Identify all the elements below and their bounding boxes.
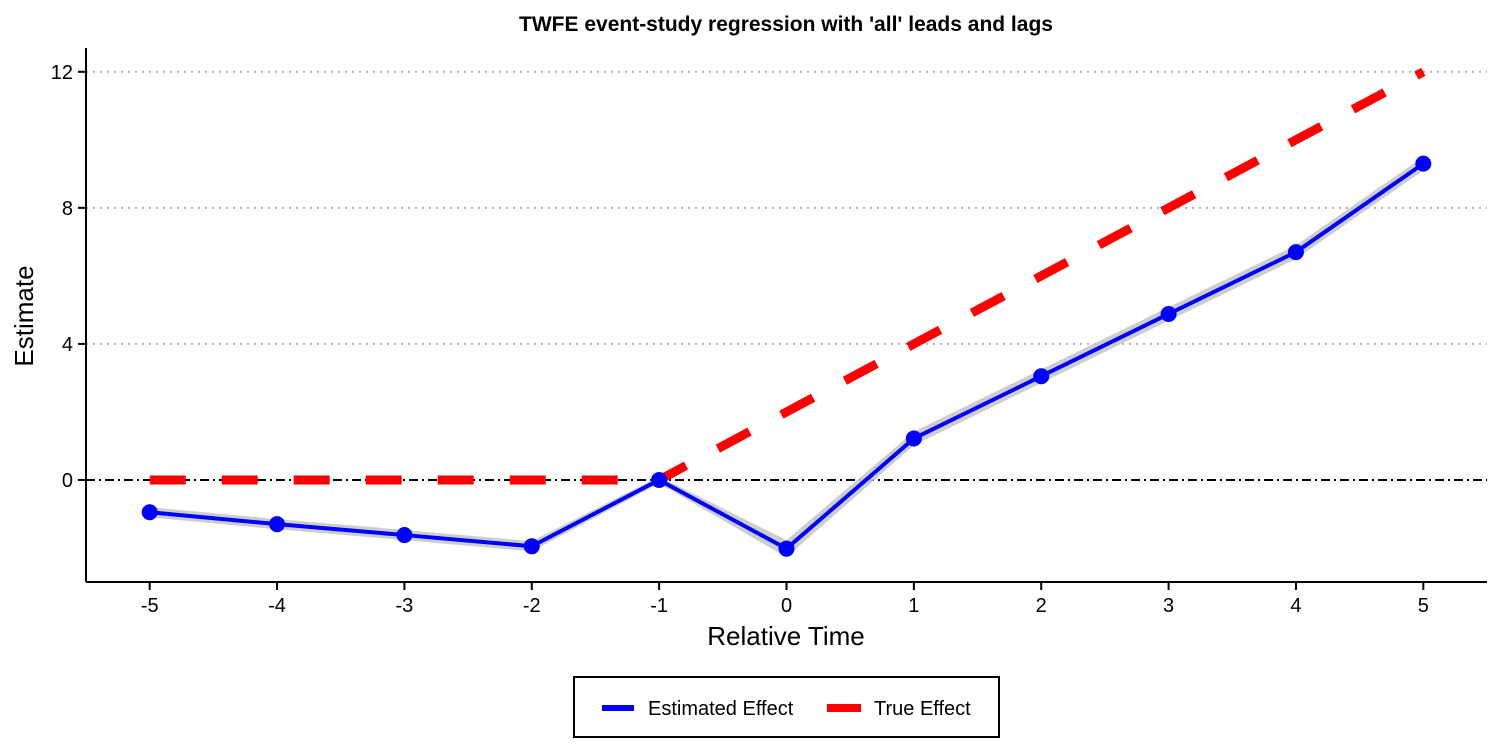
estimated-effect-point <box>1033 368 1050 385</box>
x-tick-label: 1 <box>908 595 919 617</box>
estimated-effect-point <box>1415 155 1432 172</box>
x-tick-label: -3 <box>396 595 414 617</box>
estimated-effect-line <box>149 162 1425 551</box>
estimated-effect-point <box>905 430 922 447</box>
estimated-effect-point <box>651 471 668 488</box>
estimated-effect-point <box>778 540 795 557</box>
chart-title: TWFE event-study regression with 'all' l… <box>519 13 1053 36</box>
x-tick-label: 4 <box>1290 595 1301 617</box>
y-tick-label: 12 <box>51 62 73 84</box>
y-tick-label: 4 <box>62 334 73 356</box>
x-tick-label: 3 <box>1163 595 1174 617</box>
x-tick-label: -4 <box>268 595 286 617</box>
true-effect-line <box>149 67 1426 485</box>
x-tick-label: -5 <box>141 595 159 617</box>
y-tick-label: 0 <box>62 470 73 492</box>
confidence-band <box>149 156 1424 558</box>
x-axis-title: Relative Time <box>707 621 865 651</box>
x-tick-label: -2 <box>523 595 541 617</box>
x-tick-label: 5 <box>1418 595 1429 617</box>
y-tick-label: 8 <box>62 198 73 220</box>
estimated-effect-point <box>1160 305 1177 322</box>
legend-label-true-effect: True Effect <box>874 698 971 720</box>
estimated-effect-point <box>141 504 158 521</box>
x-ticks: -5 -4 -3 -2 -1 0 1 2 3 4 5 <box>141 582 1429 617</box>
x-tick-label: 0 <box>781 595 792 617</box>
legend-box <box>573 676 1000 738</box>
y-axis-title: Estimate <box>9 265 39 366</box>
x-tick-label: 2 <box>1036 595 1047 617</box>
estimated-effect-point <box>523 538 540 555</box>
x-tick-label: -1 <box>650 595 668 617</box>
estimated-effect-point <box>396 527 413 544</box>
legend-label-estimated-effect: Estimated Effect <box>648 698 794 720</box>
estimated-effect-point <box>1287 244 1304 261</box>
axes <box>85 48 1487 583</box>
legend: Estimated Effect True Effect <box>573 676 1000 738</box>
grid <box>86 70 1487 345</box>
estimated-effect-ci-band <box>149 156 1424 558</box>
series-layer <box>141 67 1432 557</box>
y-ticks: 0 4 8 12 <box>51 62 86 492</box>
estimated-effect-point <box>269 516 286 533</box>
